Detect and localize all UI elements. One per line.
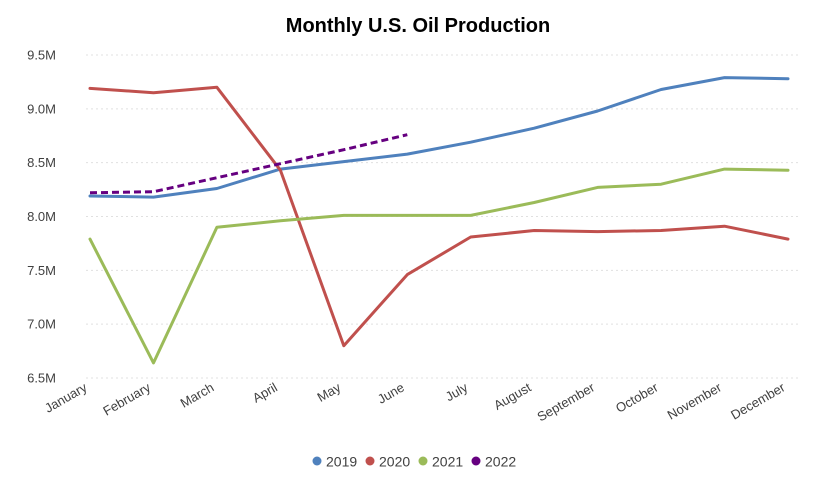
- y-tick-label: 7.0M: [27, 317, 56, 332]
- x-tick-label: February: [100, 379, 153, 418]
- x-axis-ticks: January February March April May June July Augu…: [42, 379, 788, 424]
- y-tick-label: 6.5M: [27, 371, 56, 386]
- y-tick-label: 8.5M: [27, 155, 56, 170]
- legend-marker-2019: [312, 456, 322, 466]
- x-tick-label: August: [491, 379, 534, 412]
- x-tick-label: November: [665, 379, 725, 422]
- y-tick-label: 8.0M: [27, 209, 56, 224]
- series-line-2021: [88, 167, 790, 365]
- series-lines: [88, 76, 790, 365]
- legend-label-2022: 2022: [485, 454, 516, 470]
- y-tick-label: 7.5M: [27, 263, 56, 278]
- chart-title: Monthly U.S. Oil Production: [286, 15, 550, 37]
- y-axis-ticks: 6.5M 7.0M 7.5M 8.0M 8.5M 9.0M 9.5M: [27, 48, 56, 386]
- x-tick-label: June: [375, 380, 407, 407]
- series-line-2020: [88, 85, 790, 348]
- x-tick-label: July: [443, 379, 471, 404]
- x-tick-label: October: [613, 379, 661, 415]
- legend: 2019 2020 2021 2022: [312, 454, 516, 470]
- x-tick-label: September: [535, 379, 598, 424]
- legend-marker-2022: [471, 456, 481, 466]
- y-tick-label: 9.0M: [27, 101, 56, 116]
- series-line-2022: [89, 133, 408, 195]
- x-tick-label: December: [728, 379, 788, 422]
- series-line-2019: [88, 76, 790, 199]
- x-tick-label: April: [250, 380, 280, 406]
- x-tick-label: March: [178, 380, 217, 411]
- y-tick-label: 9.5M: [27, 48, 56, 63]
- legend-marker-2020: [365, 456, 375, 466]
- x-tick-label: May: [315, 379, 344, 405]
- legend-marker-2021: [418, 456, 428, 466]
- legend-label-2020: 2020: [379, 454, 410, 470]
- legend-label-2021: 2021: [432, 454, 463, 470]
- legend-label-2019: 2019: [326, 454, 357, 470]
